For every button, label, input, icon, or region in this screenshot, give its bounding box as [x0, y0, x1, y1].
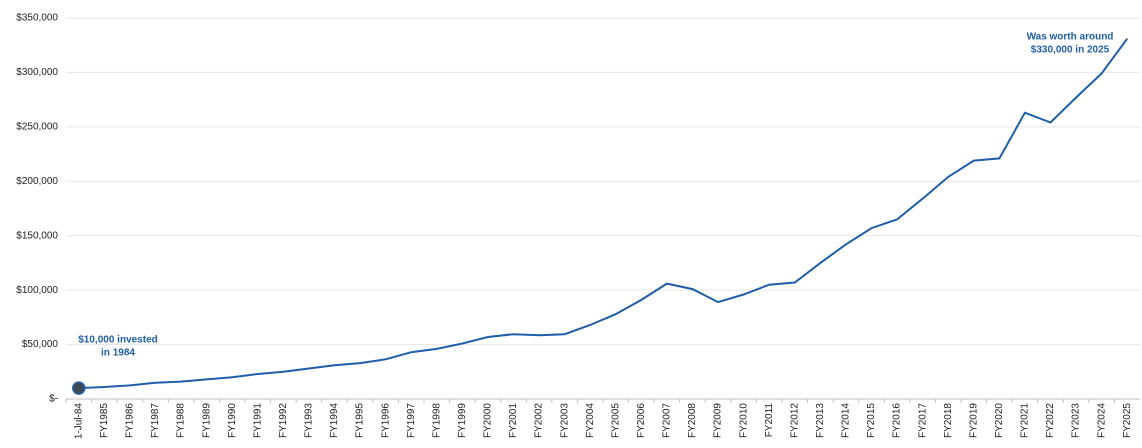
x-tick-label: FY1997 [406, 403, 417, 438]
start-marker [72, 381, 86, 395]
x-tick-label: FY2021 [1020, 403, 1031, 438]
x-tick-label: FY2003 [559, 403, 570, 438]
x-tick-label: FY1990 [227, 403, 238, 438]
y-tick-label: $100,000 [16, 285, 58, 296]
annotation: in 1984 [101, 348, 135, 359]
x-tick-label: FY2012 [789, 403, 800, 438]
x-tick-label: FY1989 [201, 403, 212, 438]
y-tick-label: $350,000 [16, 13, 58, 24]
data-line [78, 38, 1129, 390]
y-tick-label: $- [49, 394, 58, 405]
x-tick-label: FY1992 [278, 403, 289, 438]
x-tick-label: FY1994 [329, 403, 340, 438]
x-tick-label: FY2013 [815, 403, 826, 438]
x-tick-label: FY2018 [943, 403, 954, 438]
x-tick-label: FY2011 [764, 403, 775, 438]
x-tick-label: FY2016 [892, 403, 903, 438]
x-tick-label: FY1993 [304, 403, 315, 438]
x-tick-label: FY2025 [1122, 403, 1133, 438]
y-tick-label: $300,000 [16, 67, 58, 78]
y-tick-label: $150,000 [16, 230, 58, 241]
y-tick-label: $50,000 [22, 339, 59, 350]
x-tick-label: FY2006 [636, 403, 647, 438]
x-tick-label: FY1985 [99, 403, 110, 438]
x-tick-label: FY2019 [968, 403, 979, 438]
x-tick-label: FY2002 [534, 403, 545, 438]
x-tick-label: FY2000 [483, 403, 494, 438]
x-tick-label: FY1998 [431, 403, 442, 438]
x-tick-label: FY2008 [687, 403, 698, 438]
x-tick-label: FY2007 [662, 403, 673, 438]
x-tick-label: 1-Jul-84 [73, 403, 84, 440]
x-tick-label: FY1996 [380, 403, 391, 438]
x-tick-label: FY2024 [1096, 403, 1107, 438]
x-tick-label: FY2004 [585, 403, 596, 438]
x-tick-label: FY2015 [866, 403, 877, 438]
x-tick-label: FY2020 [994, 403, 1005, 438]
x-tick-label: FY2023 [1071, 403, 1082, 438]
x-tick-label: FY1988 [176, 403, 187, 438]
x-tick-label: FY1991 [252, 403, 263, 438]
x-tick-label: FY2005 [610, 403, 621, 438]
x-tick-label: FY1987 [150, 403, 161, 438]
x-tick-label: FY2022 [1045, 403, 1056, 438]
x-tick-label: FY1999 [457, 403, 468, 438]
x-tick-label: FY1986 [125, 403, 136, 438]
x-tick-label: FY2017 [917, 403, 928, 438]
x-tick-label: FY2014 [841, 403, 852, 438]
annotation: Was worth around [1027, 32, 1114, 43]
y-tick-label: $250,000 [16, 121, 58, 132]
annotation: $330,000 in 2025 [1031, 45, 1110, 56]
x-tick-label: FY2009 [713, 403, 724, 438]
x-tick-label: FY2010 [738, 403, 749, 438]
annotation: $10,000 invested [78, 335, 158, 346]
x-tick-label: FY2001 [508, 403, 519, 438]
x-tick-label: FY1995 [355, 403, 366, 438]
y-tick-label: $200,000 [16, 176, 58, 187]
